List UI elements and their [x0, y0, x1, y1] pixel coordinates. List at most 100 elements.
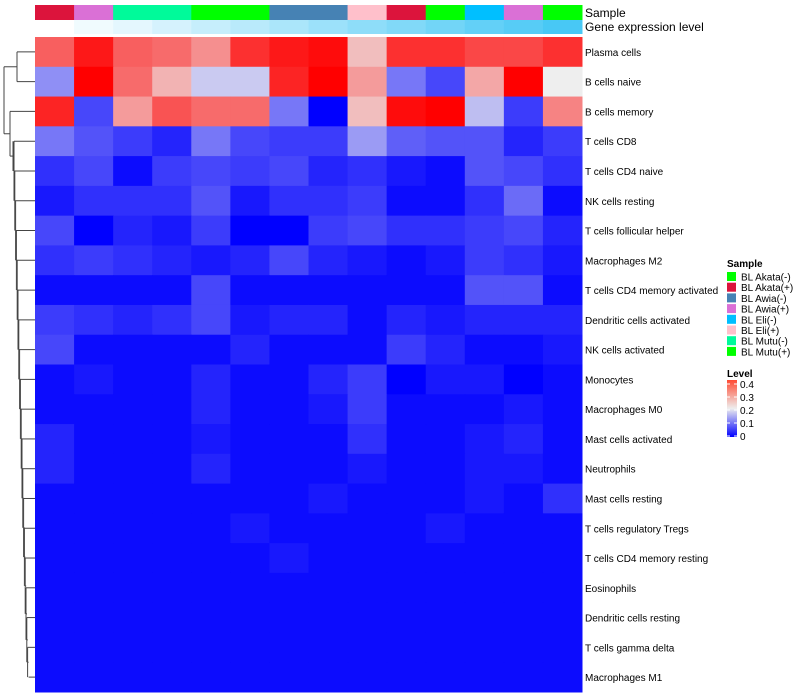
heatmap-cell [191, 156, 231, 187]
heatmap-cell [347, 156, 388, 187]
heatmap-cell [386, 662, 427, 693]
heatmap-cell [542, 215, 583, 246]
gene-level-annotation-cell [35, 20, 75, 34]
heatmap-cell [464, 543, 505, 574]
heatmap-cell [542, 275, 583, 306]
heatmap-cell [269, 37, 309, 68]
heatmap-cell [74, 602, 114, 633]
heatmap-cell [464, 126, 505, 157]
heatmap-cell [113, 275, 153, 306]
heatmap-cell [425, 334, 466, 365]
sample-annotation-cell [35, 5, 75, 20]
heatmap-cell [347, 483, 388, 514]
sample-annotation-cell [308, 5, 349, 20]
heatmap-cell [503, 66, 544, 98]
heatmap-cell [35, 126, 75, 157]
heatmap-cell [542, 304, 583, 336]
heatmap-cell [503, 275, 544, 306]
heatmap-cell [230, 602, 270, 633]
heatmap-cell [386, 37, 427, 68]
heatmap-cell [113, 394, 153, 425]
gene-level-annotation-cell [308, 20, 349, 34]
heatmap-cell [425, 66, 466, 98]
heatmap-cell [269, 66, 309, 98]
row-label: T cells regulatory Tregs [585, 524, 689, 535]
heatmap-cell [503, 364, 544, 395]
sample-annotation-cell [269, 5, 309, 20]
heatmap-cell [347, 453, 388, 485]
heatmap-cell [230, 215, 270, 246]
heatmap-cell [113, 156, 153, 187]
legend-entry-label: BL Akata(+) [741, 283, 793, 294]
heatmap-cell [308, 126, 349, 157]
heatmap-cell [230, 453, 270, 485]
heatmap-cell [464, 66, 505, 98]
heatmap-cell [386, 602, 427, 633]
heatmap-cell [269, 483, 309, 514]
heatmap-cell [464, 513, 505, 544]
heatmap-cell [113, 334, 153, 365]
heatmap-cell [230, 364, 270, 395]
row-label: Macrophages M2 [585, 256, 663, 267]
heatmap-cell [230, 66, 270, 98]
heatmap-cell [542, 185, 583, 217]
heatmap-cell [347, 334, 388, 365]
row-label: Eosinophils [585, 584, 636, 595]
heatmap-cell [152, 304, 192, 336]
heatmap-cell [308, 394, 349, 425]
heatmap-cell [503, 394, 544, 425]
heatmap-cell [464, 334, 505, 365]
heatmap-cell [269, 424, 309, 455]
heatmap-cell [35, 215, 75, 246]
heatmap-cell [191, 572, 231, 604]
heatmap-cell [230, 513, 270, 544]
heatmap-cell [152, 185, 192, 217]
heatmap-cell [113, 424, 153, 455]
heatmap-cell [269, 632, 309, 663]
heatmap-cell [347, 126, 388, 157]
heatmap-cell [464, 245, 505, 276]
heatmap-cell [230, 662, 270, 693]
heatmap-cell [230, 126, 270, 157]
row-label: Dendritic cells activated [585, 316, 690, 327]
row-label: Macrophages M0 [585, 405, 663, 416]
heatmap-cell [542, 662, 583, 693]
heatmap-cell [308, 543, 349, 574]
heatmap-cell [113, 513, 153, 544]
legend-swatch [727, 282, 736, 292]
legend-swatch [727, 304, 736, 314]
heatmap-cell [74, 394, 114, 425]
heatmap-cell [542, 632, 583, 663]
heatmap-cell [542, 156, 583, 187]
heatmap-cell [230, 424, 270, 455]
colorbar-tick-label: 0.4 [740, 380, 754, 391]
legend-swatch [727, 272, 736, 281]
heatmap-cell [152, 424, 192, 455]
heatmap-cell [386, 66, 427, 98]
sample-annotation-cell [464, 5, 505, 20]
heatmap-cell [152, 453, 192, 485]
heatmap-cell [74, 364, 114, 395]
heatmap-cell [425, 513, 466, 544]
gene-level-annotation-cell [386, 20, 427, 34]
heatmap-cell [503, 185, 544, 217]
heatmap-cell [113, 364, 153, 395]
heatmap-cell [425, 126, 466, 157]
heatmap-cell [464, 96, 505, 127]
heatmap-cell [152, 66, 192, 98]
row-label: Plasma cells [585, 48, 641, 59]
sample-annotation-cell [113, 5, 153, 20]
heatmap-cell [503, 245, 544, 276]
heatmap-cell [386, 185, 427, 217]
heatmap-cell [308, 572, 349, 604]
heatmap-cell [503, 453, 544, 485]
heatmap-cell [35, 185, 75, 217]
heatmap-cell [503, 662, 544, 693]
heatmap-cell [347, 304, 388, 336]
heatmap-cell [503, 126, 544, 157]
heatmap-cell [191, 37, 231, 68]
legend-swatch [727, 325, 736, 335]
legend-swatch [727, 346, 736, 356]
row-label: Mast cells activated [585, 435, 672, 446]
heatmap-cell [347, 215, 388, 246]
